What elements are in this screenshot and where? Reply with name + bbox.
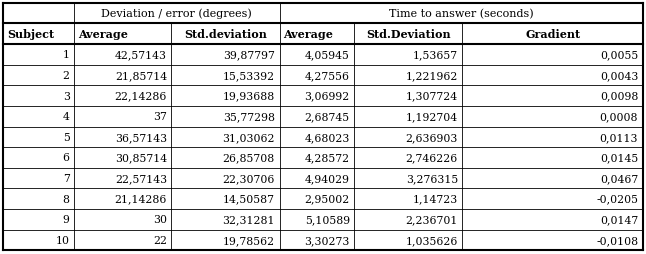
Text: 31,03062: 31,03062 xyxy=(222,132,275,142)
Text: 7: 7 xyxy=(63,173,70,183)
Text: 6: 6 xyxy=(63,153,70,163)
Text: 22,57143: 22,57143 xyxy=(115,173,167,183)
Text: 22,30706: 22,30706 xyxy=(223,173,275,183)
Text: 3: 3 xyxy=(63,91,70,101)
Text: 42,57143: 42,57143 xyxy=(115,50,167,60)
Text: 1,192704: 1,192704 xyxy=(406,112,458,122)
Text: 19,93688: 19,93688 xyxy=(223,91,275,101)
Text: 0,0113: 0,0113 xyxy=(599,132,638,142)
Text: 2,68745: 2,68745 xyxy=(305,112,350,122)
Text: 2,746226: 2,746226 xyxy=(406,153,458,163)
Text: 36,57143: 36,57143 xyxy=(115,132,167,142)
Text: 1,307724: 1,307724 xyxy=(406,91,458,101)
Text: 0,0098: 0,0098 xyxy=(600,91,638,101)
Text: 0,0145: 0,0145 xyxy=(600,153,638,163)
Text: 5,10589: 5,10589 xyxy=(305,214,350,224)
Text: 1,221962: 1,221962 xyxy=(406,71,458,81)
Text: 4: 4 xyxy=(63,112,70,122)
Text: 37: 37 xyxy=(153,112,167,122)
Text: 1,14723: 1,14723 xyxy=(413,194,458,204)
Text: 0,0467: 0,0467 xyxy=(600,173,638,183)
Text: Gradient: Gradient xyxy=(525,29,580,40)
Text: Std.Deviation: Std.Deviation xyxy=(366,29,451,40)
Text: 1: 1 xyxy=(63,50,70,60)
Text: 22,14286: 22,14286 xyxy=(114,91,167,101)
Text: 2,236701: 2,236701 xyxy=(406,214,458,224)
Text: 2: 2 xyxy=(63,71,70,81)
Text: 4,94029: 4,94029 xyxy=(305,173,350,183)
Text: 21,85714: 21,85714 xyxy=(115,71,167,81)
Text: 26,85708: 26,85708 xyxy=(223,153,275,163)
Text: 35,77298: 35,77298 xyxy=(223,112,275,122)
Text: 21,14286: 21,14286 xyxy=(114,194,167,204)
Text: -0,0205: -0,0205 xyxy=(596,194,638,204)
Text: Average: Average xyxy=(78,29,128,40)
Text: 0,0055: 0,0055 xyxy=(600,50,638,60)
Text: 1,53657: 1,53657 xyxy=(413,50,458,60)
Text: 22: 22 xyxy=(153,235,167,245)
Text: Time to answer (seconds): Time to answer (seconds) xyxy=(389,9,534,19)
Text: 15,53392: 15,53392 xyxy=(223,71,275,81)
Text: 3,06992: 3,06992 xyxy=(304,91,350,101)
Text: Std.deviation: Std.deviation xyxy=(184,29,267,40)
Text: Deviation / error (degrees): Deviation / error (degrees) xyxy=(101,9,252,19)
Text: 1,035626: 1,035626 xyxy=(406,235,458,245)
Text: 32,31281: 32,31281 xyxy=(222,214,275,224)
Text: 14,50587: 14,50587 xyxy=(223,194,275,204)
Text: 2,636903: 2,636903 xyxy=(406,132,458,142)
Text: 19,78562: 19,78562 xyxy=(223,235,275,245)
Text: -0,0108: -0,0108 xyxy=(596,235,638,245)
Text: Average: Average xyxy=(284,29,333,40)
Text: 4,05945: 4,05945 xyxy=(305,50,350,60)
Text: 3,30273: 3,30273 xyxy=(304,235,350,245)
Text: 9: 9 xyxy=(63,214,70,224)
Text: 0,0043: 0,0043 xyxy=(600,71,638,81)
Text: Subject: Subject xyxy=(7,29,54,40)
Text: 0,0147: 0,0147 xyxy=(600,214,638,224)
Text: 5: 5 xyxy=(63,132,70,142)
Text: 39,87797: 39,87797 xyxy=(223,50,275,60)
Text: 4,68023: 4,68023 xyxy=(304,132,350,142)
Text: 3,276315: 3,276315 xyxy=(406,173,458,183)
Text: 2,95002: 2,95002 xyxy=(304,194,350,204)
Text: 4,28572: 4,28572 xyxy=(305,153,350,163)
Text: 30: 30 xyxy=(153,214,167,224)
Text: 30,85714: 30,85714 xyxy=(115,153,167,163)
Text: 0,0008: 0,0008 xyxy=(599,112,638,122)
Text: 8: 8 xyxy=(63,194,70,204)
Text: 10: 10 xyxy=(56,235,70,245)
Text: 4,27556: 4,27556 xyxy=(305,71,350,81)
